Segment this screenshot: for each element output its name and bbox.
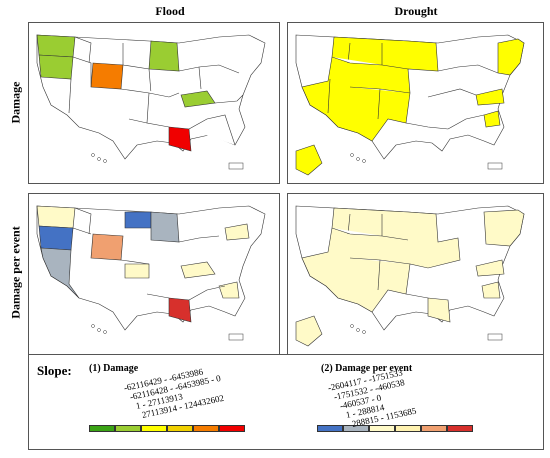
legend-damage-swatch-2 <box>141 425 167 432</box>
state-ak <box>295 315 323 347</box>
state-mn <box>150 211 180 243</box>
map-flood-damage <box>28 22 280 184</box>
legend-per_event-swatch-0 <box>317 425 343 432</box>
state-wy <box>90 62 124 90</box>
legend-per_event-swatch-4 <box>421 425 447 432</box>
state-va <box>475 88 505 106</box>
state-ny <box>224 223 250 241</box>
map-drought-per-event <box>287 193 544 355</box>
legend-damage-title: (1) Damage <box>89 363 139 374</box>
map-flood-per-event <box>28 193 280 355</box>
legend-damage-swatch-5 <box>219 425 245 432</box>
legend-damage-swatch-0 <box>89 425 115 432</box>
column-title-flood: Flood <box>155 4 185 18</box>
region-northeast <box>497 38 525 76</box>
state-wy <box>90 233 124 261</box>
state-la <box>168 297 192 323</box>
state-sc <box>483 110 501 128</box>
legend-damage-swatch-3 <box>167 425 193 432</box>
state-sc <box>481 281 501 299</box>
us-map-flood-per-event <box>36 205 266 341</box>
us-map-drought-damage <box>295 34 525 176</box>
state-wa <box>36 34 76 58</box>
state-la <box>427 297 451 323</box>
state-ks <box>124 263 150 279</box>
legend-per_event-swatch-3 <box>395 425 421 432</box>
state-la <box>168 126 192 152</box>
legend-per_event-swatch-2 <box>369 425 395 432</box>
state-mn <box>148 40 180 72</box>
territory-pr <box>228 162 244 170</box>
state-va <box>475 259 505 277</box>
legend-damage-swatch-1 <box>115 425 141 432</box>
us-map-drought-per-event <box>295 205 525 347</box>
us-map-flood-damage <box>36 34 266 170</box>
state-nd <box>124 211 152 229</box>
legend-per_event-swatch-1 <box>343 425 369 432</box>
state-wa <box>36 205 76 229</box>
legend-damage-swatch-4 <box>193 425 219 432</box>
row-title-per-event: Damage per event <box>8 226 23 319</box>
territory-hi <box>91 153 95 157</box>
legend-per-event-title: (2) Damage per event <box>321 363 413 374</box>
state-ak <box>295 144 323 176</box>
map-drought-damage <box>287 22 544 184</box>
row-title-damage: Damage <box>8 81 23 124</box>
state-or <box>38 54 74 80</box>
state-ky <box>180 261 216 279</box>
state-or <box>38 225 74 251</box>
legend: Slope: (1) Damage (2) Damage per event -… <box>28 354 544 450</box>
state-ca-nv <box>40 247 80 299</box>
region-northeast <box>483 209 525 247</box>
column-title-drought: Drought <box>394 4 438 18</box>
legend-slope-label: Slope: <box>37 363 72 378</box>
legend-per_event-swatch-5 <box>447 425 473 432</box>
